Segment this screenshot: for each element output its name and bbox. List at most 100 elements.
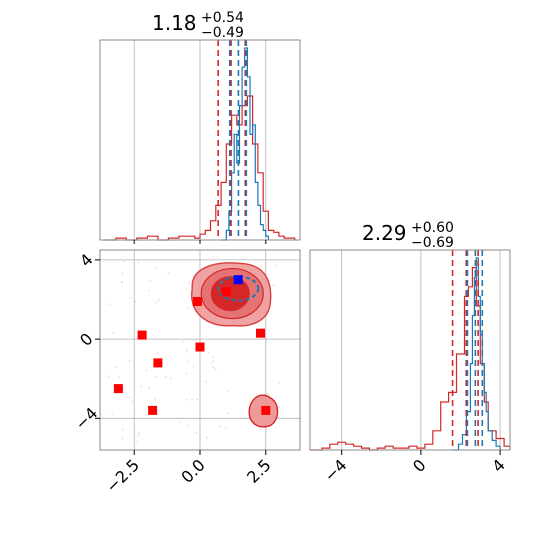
red-marker-8 bbox=[261, 405, 271, 415]
sample-dot bbox=[227, 412, 230, 415]
sample-dot bbox=[136, 441, 139, 443]
sample-dot bbox=[185, 372, 188, 375]
sample-dot bbox=[137, 434, 140, 437]
red-marker-6 bbox=[221, 287, 231, 297]
sample-dot bbox=[194, 339, 197, 341]
sample-dot bbox=[155, 301, 158, 304]
sample-dot bbox=[111, 413, 114, 415]
sample-dot bbox=[118, 376, 121, 379]
sample-dot bbox=[227, 390, 230, 392]
sample-dot bbox=[131, 400, 134, 403]
sample-dot bbox=[157, 352, 159, 354]
red-marker-7 bbox=[256, 328, 265, 338]
x-tick-label-2d-0: −2.5 bbox=[102, 455, 143, 496]
x-tick-label-2d-1: 0.0 bbox=[177, 455, 208, 486]
y-tick-label-2d-0: −4 bbox=[71, 404, 101, 434]
sample-dot bbox=[207, 352, 210, 355]
title-param-2: 2.29 +0.60 −0.69 bbox=[362, 220, 454, 251]
y-tick-label-2d-2: 4 bbox=[76, 250, 97, 271]
sample-dot bbox=[115, 366, 118, 368]
sample-dot bbox=[267, 393, 270, 395]
sample-dot bbox=[186, 398, 189, 401]
sample-dot bbox=[187, 424, 190, 427]
title-2-plus: +0.60 bbox=[411, 220, 454, 236]
marginal-hist-param-2 bbox=[309, 249, 511, 451]
sample-dot bbox=[182, 340, 184, 343]
red-marker-3 bbox=[148, 405, 158, 415]
red-marker-5 bbox=[195, 342, 205, 352]
sample-dot bbox=[211, 360, 214, 363]
sample-dot bbox=[204, 381, 207, 383]
sample-dot bbox=[185, 288, 188, 291]
red-marker-4 bbox=[192, 297, 202, 306]
sample-dot bbox=[129, 296, 132, 299]
sample-dot bbox=[157, 298, 160, 301]
sample-dot bbox=[188, 282, 191, 285]
sample-dot bbox=[112, 331, 115, 334]
sample-dot bbox=[186, 348, 189, 351]
sample-dot bbox=[272, 284, 275, 287]
sample-dot bbox=[134, 300, 137, 303]
sample-dot bbox=[196, 398, 199, 401]
sample-dot bbox=[195, 431, 198, 434]
sample-dot bbox=[187, 306, 190, 309]
sample-dot bbox=[137, 261, 140, 264]
sample-dot bbox=[148, 387, 151, 389]
sample-dot bbox=[145, 369, 148, 372]
red-marker-2 bbox=[153, 358, 163, 368]
contour-blue bbox=[217, 275, 260, 302]
sample-dot bbox=[224, 427, 227, 429]
title-1-minus: −0.49 bbox=[201, 25, 244, 41]
y-tick-label-2d-1: 0 bbox=[76, 329, 97, 350]
x-tick-label-right-2: 4 bbox=[488, 455, 509, 476]
sample-dot bbox=[121, 437, 124, 440]
frame-right bbox=[309, 249, 511, 451]
sample-dot bbox=[128, 360, 131, 363]
sample-dot bbox=[154, 375, 157, 378]
sample-dot bbox=[206, 436, 209, 439]
sample-dot bbox=[277, 382, 280, 384]
sample-dot bbox=[140, 385, 143, 388]
sample-dot bbox=[164, 376, 167, 378]
sample-dot bbox=[121, 272, 123, 275]
sample-dot bbox=[191, 398, 194, 400]
sample-dot bbox=[108, 303, 111, 306]
title-2-minus: −0.69 bbox=[411, 235, 454, 251]
x-tick-label-right-1: 0 bbox=[409, 455, 430, 476]
sample-dot bbox=[138, 432, 141, 434]
sample-dot bbox=[149, 280, 152, 282]
sample-dot bbox=[275, 264, 277, 267]
hist-blue-param-2 bbox=[452, 257, 501, 451]
sample-dot bbox=[169, 377, 172, 380]
sample-dot bbox=[121, 428, 124, 431]
sample-dot bbox=[192, 365, 195, 368]
sample-dot bbox=[123, 260, 125, 263]
title-1-value: 1.18 bbox=[152, 11, 197, 35]
hist-red-param-2 bbox=[310, 267, 511, 451]
sample-dot bbox=[218, 425, 221, 428]
sample-dot bbox=[187, 361, 190, 363]
hist-red-param-1 bbox=[105, 95, 296, 241]
sample-dot bbox=[127, 396, 130, 399]
sample-dot bbox=[260, 264, 263, 267]
red-marker-1 bbox=[137, 330, 147, 340]
sample-dot bbox=[154, 266, 157, 269]
sample-dot bbox=[240, 417, 242, 419]
title-1-plus: +0.54 bbox=[201, 10, 244, 26]
title-2-value: 2.29 bbox=[362, 221, 407, 245]
tick-labels: −2.5 0.0 2.5 −4 0 4 −4 0 4 bbox=[71, 250, 509, 496]
joint-scatter-contour bbox=[99, 249, 301, 451]
sample-dot bbox=[154, 398, 157, 400]
sample-dot bbox=[148, 289, 150, 292]
marginal-hist-param-1 bbox=[99, 39, 301, 244]
sample-dot bbox=[212, 366, 215, 369]
sample-dot bbox=[185, 350, 188, 353]
x-tick-label-2d-2: 2.5 bbox=[243, 455, 274, 486]
sample-dot bbox=[214, 368, 217, 370]
title-param-1: 1.18 +0.54 −0.49 bbox=[152, 10, 244, 41]
red-marker-0 bbox=[113, 384, 123, 394]
sample-dot bbox=[212, 355, 214, 358]
sample-dot bbox=[167, 271, 170, 274]
x-tick-label-right-0: −4 bbox=[320, 455, 350, 485]
